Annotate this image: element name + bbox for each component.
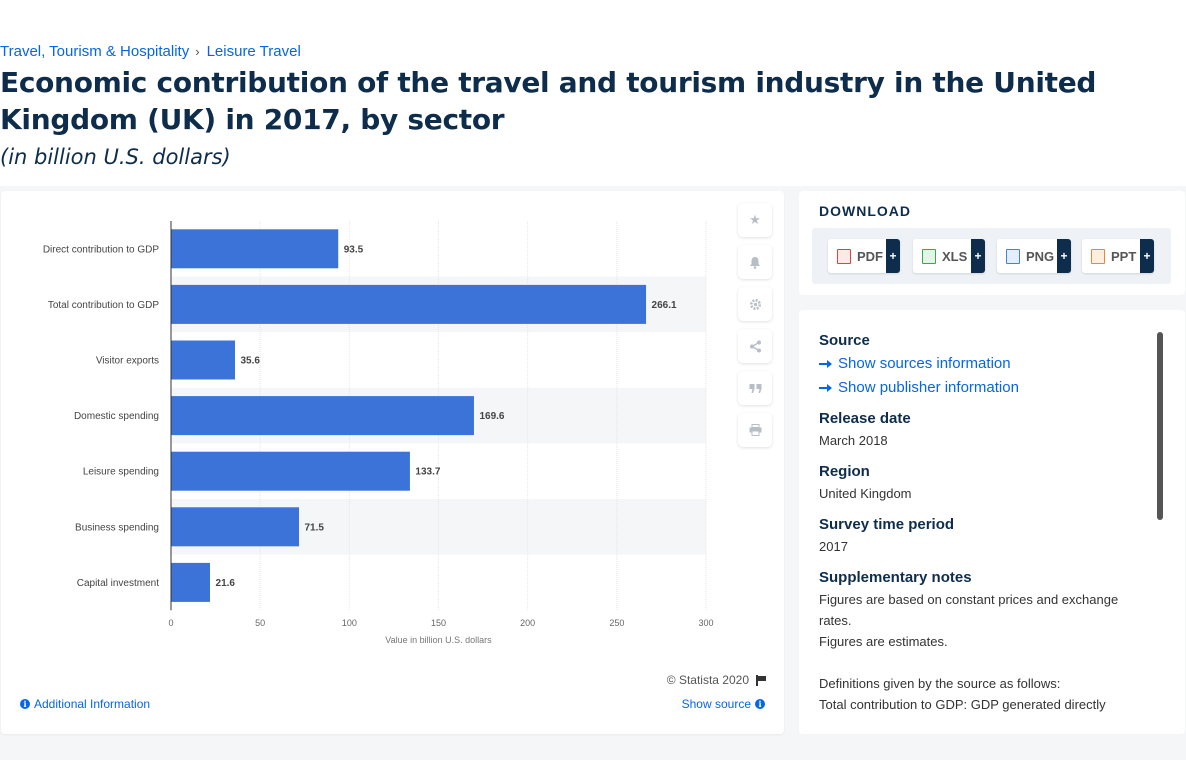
data-label: 71.5: [305, 522, 325, 533]
category-label: Domestic spending: [74, 411, 159, 422]
top-bar: [0, 0, 1186, 36]
supplementary-note: Figures are estimates.: [819, 634, 948, 649]
data-label: 266.1: [652, 300, 677, 311]
copyright-text: © Statista 2020: [666, 673, 749, 687]
bar-chart: 0 50 100 150 200 250 300 Direct contribution to…: [43, 221, 714, 645]
info-icon: i: [20, 699, 30, 709]
download-xls-label: XLS: [942, 248, 968, 264]
chevron-right-icon: ›: [195, 44, 200, 59]
info-icon: i: [755, 699, 765, 709]
download-card: DOWNLOAD PDF + XLS + PNG + PPT +: [799, 191, 1185, 295]
bar: [171, 507, 300, 547]
flag-icon[interactable]: [755, 674, 766, 686]
ppt-plus-button[interactable]: +: [1140, 239, 1154, 273]
x-axis-label: Value in billion U.S. dollars: [385, 635, 492, 645]
category-label: Visitor exports: [96, 356, 159, 367]
supplementary-notes-heading: Supplementary notes: [819, 569, 972, 586]
chart-card: 0 50 100 150 200 250 300 Direct contribution to…: [1, 191, 784, 734]
page-subtitle: (in billion U.S. dollars): [0, 145, 231, 169]
show-publisher-label: Show publisher information: [838, 379, 1019, 396]
share-icon[interactable]: [738, 329, 772, 363]
scrollbar-thumb[interactable]: [1157, 332, 1163, 520]
survey-period-value: 2017: [819, 539, 848, 554]
bar: [171, 229, 339, 269]
category-label: Total contribution to GDP: [48, 300, 159, 311]
x-tick-label: 250: [609, 618, 624, 628]
supplementary-note: Definitions given by the source as follo…: [819, 676, 1061, 691]
bar: [171, 562, 211, 602]
x-tick-label: 150: [431, 618, 446, 628]
copyright-notice: © Statista 2020: [667, 673, 766, 687]
bar: [171, 284, 647, 324]
download-pdf-button[interactable]: PDF +: [828, 239, 900, 273]
supplementary-note: Total contribution to GDP: GDP generated…: [819, 697, 1106, 712]
xls-plus-button[interactable]: +: [971, 239, 985, 273]
download-pdf-label: PDF: [857, 248, 883, 264]
statistic-details-card: Source Show sources information Show pub…: [799, 310, 1185, 734]
x-tick-label: 200: [520, 618, 535, 628]
star-icon[interactable]: ★: [738, 203, 772, 237]
quote-icon[interactable]: [738, 371, 772, 405]
pdf-plus-button[interactable]: +: [886, 239, 900, 273]
show-publisher-link[interactable]: Show publisher information: [819, 376, 1149, 400]
data-label: 21.6: [216, 578, 236, 589]
category-label: Capital investment: [77, 578, 159, 589]
download-title: DOWNLOAD: [819, 203, 911, 219]
page-title: Economic contribution of the travel and …: [0, 66, 1097, 136]
png-file-icon: [1006, 248, 1020, 264]
data-label: 35.6: [240, 356, 260, 367]
print-icon[interactable]: [738, 413, 772, 447]
xls-file-icon: [922, 248, 936, 264]
show-sources-link[interactable]: Show sources information: [819, 352, 1149, 376]
show-source-link[interactable]: Show source i: [682, 697, 765, 711]
ppt-file-icon: [1091, 248, 1105, 264]
release-date-heading: Release date: [819, 410, 911, 427]
download-png-button[interactable]: PNG +: [997, 239, 1071, 273]
arrow-right-icon: [819, 360, 832, 368]
download-png-label: PNG: [1026, 248, 1055, 264]
x-tick-label: 300: [698, 618, 713, 628]
chart-tools: ★: [738, 203, 772, 455]
breadcrumb-current-link[interactable]: Leisure Travel: [206, 43, 301, 60]
additional-info-link[interactable]: i Additional Information: [20, 697, 150, 711]
bell-icon[interactable]: [738, 245, 772, 279]
details-scrollbar[interactable]: [1156, 330, 1164, 726]
bar: [171, 451, 410, 491]
survey-period-heading: Survey time period: [819, 516, 955, 533]
region-heading: Region: [819, 463, 870, 480]
header-area: [0, 36, 1186, 186]
pdf-file-icon: [837, 248, 851, 264]
additional-info-label: Additional Information: [34, 697, 151, 711]
bar: [171, 340, 235, 380]
x-tick-label: 100: [342, 618, 357, 628]
category-label: Direct contribution to GDP: [43, 244, 159, 255]
download-ppt-button[interactable]: PPT +: [1082, 239, 1154, 273]
supplementary-note: Figures are based on constant prices and…: [819, 592, 1119, 628]
gear-icon[interactable]: [738, 287, 772, 321]
download-options: PDF + XLS + PNG + PPT +: [812, 228, 1171, 284]
show-source-label: Show source: [681, 697, 751, 711]
download-ppt-label: PPT: [1111, 248, 1137, 264]
x-tick-label: 50: [255, 618, 265, 628]
breadcrumb: Travel, Tourism & Hospitality › Leisure …: [0, 43, 301, 60]
data-label: 133.7: [415, 467, 440, 478]
source-heading: Source: [819, 332, 870, 349]
data-label: 169.6: [479, 411, 504, 422]
statistic-details: Source Show sources information Show pub…: [819, 332, 1149, 727]
category-label: Leisure spending: [83, 467, 159, 478]
arrow-right-icon: [819, 384, 832, 392]
category-label: Business spending: [75, 522, 159, 533]
download-xls-button[interactable]: XLS +: [913, 239, 985, 273]
png-plus-button[interactable]: +: [1057, 239, 1071, 273]
region-value: United Kingdom: [819, 486, 912, 501]
show-sources-label: Show sources information: [838, 355, 1011, 372]
release-date-value: March 2018: [819, 433, 888, 448]
data-label: 93.5: [344, 244, 364, 255]
x-tick-label: 0: [168, 618, 173, 628]
breadcrumb-parent-link[interactable]: Travel, Tourism & Hospitality: [0, 43, 190, 60]
bar: [171, 396, 474, 436]
